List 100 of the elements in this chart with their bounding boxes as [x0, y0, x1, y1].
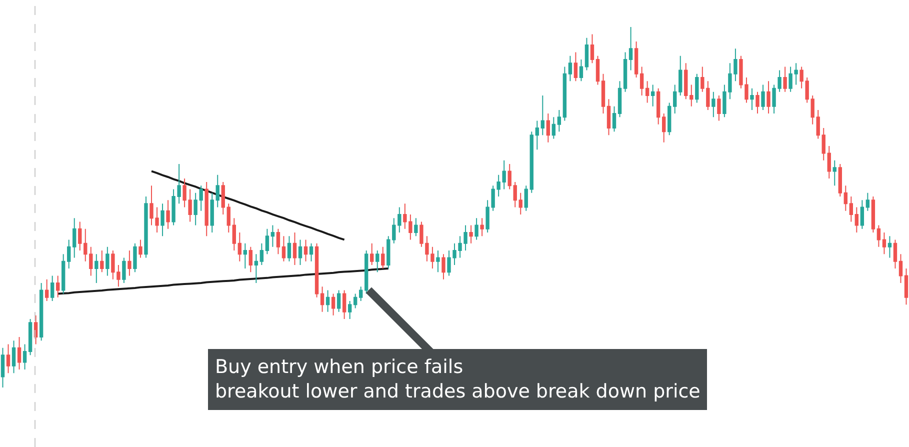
candlestick	[282, 236, 286, 262]
candlestick	[254, 254, 258, 284]
candlestick	[320, 286, 324, 312]
candlestick	[552, 116, 556, 140]
candlestick	[717, 95, 721, 122]
candlestick	[342, 290, 346, 320]
candlestick	[381, 246, 385, 270]
candlestick	[309, 242, 314, 262]
candlestick	[844, 185, 848, 212]
candlestick	[100, 250, 104, 273]
candlestick	[276, 228, 280, 255]
candlestick	[690, 84, 694, 107]
candlestick	[304, 239, 308, 262]
candlestick	[849, 196, 853, 222]
candlestick	[596, 55, 600, 86]
candlestick	[326, 290, 330, 312]
candlestick	[822, 127, 826, 161]
candlestick	[232, 218, 236, 252]
candlestick	[662, 113, 666, 143]
candlestick	[623, 52, 628, 92]
candlestick	[348, 300, 352, 320]
candlestick	[546, 113, 550, 143]
candlestick	[67, 239, 71, 270]
candlestick	[265, 228, 270, 255]
candlestick	[612, 106, 616, 132]
candlestick	[866, 192, 870, 212]
candlestick	[535, 120, 539, 150]
candlestick	[331, 293, 336, 316]
candlestick	[474, 218, 478, 240]
candlestick	[6, 344, 10, 374]
candlestick	[221, 182, 225, 215]
candlestick	[138, 239, 142, 258]
candlestick	[0, 347, 5, 388]
candlestick	[34, 314, 38, 345]
candlestick	[645, 80, 650, 104]
annotation: Buy entry when price fails breakout lower and trades above break down price	[215, 356, 700, 403]
candlestick	[243, 242, 247, 270]
candlestick	[336, 290, 341, 312]
candlestick	[640, 66, 644, 96]
candlestick	[106, 246, 110, 276]
candlestick	[684, 62, 688, 100]
candlestick	[898, 254, 903, 284]
candlestick	[513, 182, 517, 208]
candlestick	[364, 250, 368, 294]
candlestick	[78, 221, 82, 252]
candlestick	[876, 224, 881, 248]
candlestick	[84, 228, 88, 262]
candlestick	[888, 236, 892, 258]
candlestick	[469, 224, 473, 244]
candlestick	[882, 232, 886, 255]
candlestick	[508, 164, 512, 190]
candlestick	[562, 66, 567, 122]
candlestick	[39, 282, 44, 342]
candlestick	[133, 242, 137, 273]
candlestick	[590, 34, 594, 64]
candlestick	[442, 254, 446, 280]
candlestick	[518, 192, 522, 215]
candlestick	[128, 250, 132, 276]
candlestick	[89, 246, 93, 276]
candlestick	[216, 174, 220, 208]
candlestick	[650, 84, 655, 107]
candlestick	[204, 182, 208, 237]
candlestick	[376, 250, 380, 273]
candlestick	[287, 236, 292, 262]
candlestick	[359, 286, 363, 302]
candlestick	[160, 203, 164, 237]
candlestick	[94, 254, 98, 284]
candlestick	[606, 98, 611, 136]
candlestick	[712, 91, 716, 118]
candlestick	[678, 55, 682, 96]
candlestick	[766, 80, 770, 114]
candlestick	[871, 196, 876, 234]
candlestick	[750, 88, 754, 110]
candlestick	[854, 206, 859, 234]
candlestick	[634, 40, 638, 78]
candlestick	[292, 232, 297, 266]
candlestick	[761, 84, 765, 110]
candlestick	[270, 224, 275, 248]
candlestick	[668, 102, 672, 136]
candlestick	[756, 91, 760, 114]
candlestick	[618, 80, 622, 118]
candlestick	[44, 278, 49, 302]
candlestick	[656, 88, 660, 125]
candlestick	[238, 232, 242, 262]
candlestick	[210, 192, 214, 234]
candlestick	[530, 131, 534, 194]
candlestick	[601, 73, 606, 114]
candlestick	[12, 340, 16, 374]
candlestick	[893, 239, 898, 270]
candlestick	[50, 275, 54, 302]
candlestick	[480, 218, 484, 237]
candlestick	[353, 293, 358, 309]
candlestick	[574, 52, 578, 82]
candlestick	[17, 336, 22, 370]
candlestick	[122, 257, 126, 284]
candlestick	[414, 218, 418, 237]
candlestick	[260, 242, 264, 266]
candlestick	[584, 37, 589, 71]
candlestick	[860, 200, 864, 230]
candlestick	[28, 318, 32, 356]
